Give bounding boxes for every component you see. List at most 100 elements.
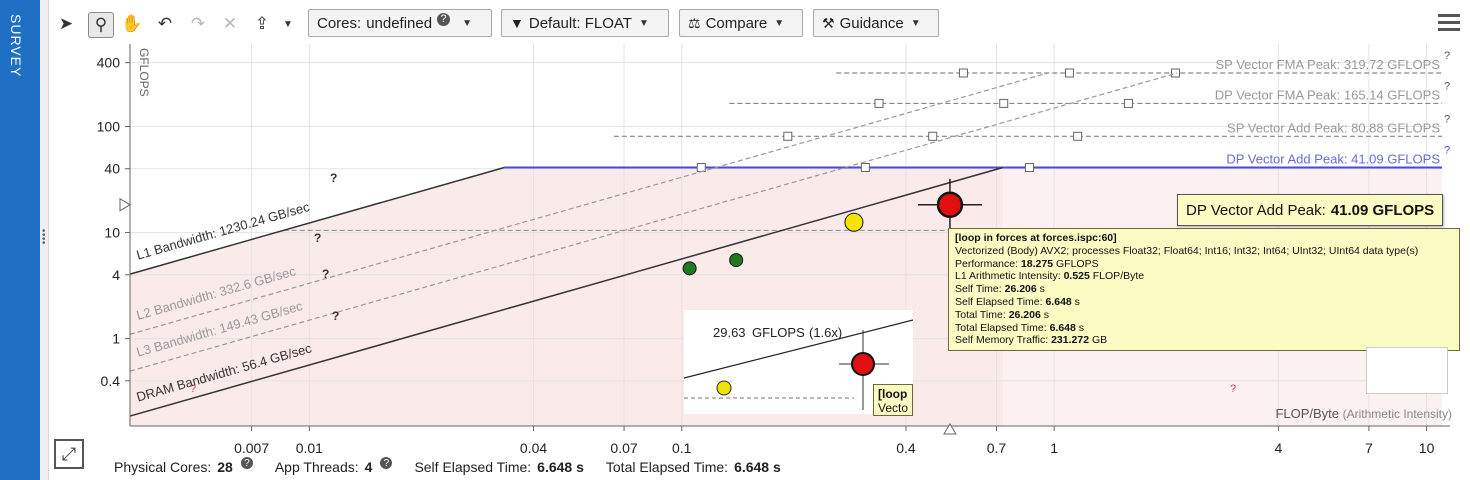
compare-dropdown[interactable]: ⚖ Compare ▼ <box>679 9 803 37</box>
peak-tooltip: DP Vector Add Peak: 41.09 GFLOPS <box>1177 194 1444 226</box>
app-threads-help-icon[interactable]: ? <box>380 457 393 469</box>
inset-yellow-point <box>716 380 732 396</box>
tooltip-self-time-unit: s <box>1039 283 1045 296</box>
tooltip-traffic-value: 231.272 <box>1051 334 1090 347</box>
tooltip-traffic: Self Memory Traffic: 231.272 GB <box>955 334 1453 347</box>
bandwidth-help-icon: ? <box>330 171 337 185</box>
roof-marker <box>1073 131 1083 141</box>
splitter-grip-icon: • • • • <box>42 226 46 249</box>
bandwidth-lines <box>129 72 1178 417</box>
tooltip-total-time-value: 26.206 <box>1008 308 1041 321</box>
pan-icon[interactable]: ✋ <box>121 14 143 33</box>
x-axis-label-suffix: (Arithmetic Intensity) <box>1343 407 1452 421</box>
y-axis-label: GFLOPS <box>137 48 151 97</box>
selected-loop-point <box>936 191 964 219</box>
inset-gflops-unit: GFLOPS <box>752 325 805 340</box>
loop-tooltip: [loop in forces at forces.ispc:60] Vecto… <box>948 228 1460 352</box>
tooltip-vectorization: Vectorized (Body) AVX2; processes Float3… <box>955 244 1419 257</box>
close-icon[interactable]: ✕ <box>222 14 238 33</box>
y-tick-label: 10 <box>104 225 120 241</box>
roof-marker <box>1024 162 1034 172</box>
loop-point <box>844 212 864 232</box>
tooltip-ai: L1 Arithmetic Intensity: 0.525 FLOP/Byte <box>955 270 1453 283</box>
guidance-icon: ⚒ <box>822 14 835 31</box>
bandwidth-line <box>129 72 1048 335</box>
tooltip-total-elapsed: Total Elapsed Time: 6.648 s <box>955 322 1453 335</box>
guidance-dropdown[interactable]: ⚒ Guidance ▼ <box>813 9 939 37</box>
menu-icon[interactable] <box>1438 14 1460 35</box>
roof-label: SP Vector Add Peak: 80.88 GFLOPS <box>1227 120 1440 135</box>
physical-cores-help-icon[interactable]: ? <box>240 457 253 469</box>
chevron-down-icon: ▼ <box>638 17 649 29</box>
data-type-label: Default: FLOAT <box>528 14 632 32</box>
loop-point <box>729 253 744 268</box>
export-icon[interactable]: ⇪ <box>254 14 270 33</box>
bandwidth-help-icon: ? <box>332 309 339 323</box>
tooltip-total-time: Total Time: 26.206 s <box>955 309 1453 322</box>
inset-tooltip-line2: Vecto <box>878 401 909 415</box>
x-tick-label: 0.1 <box>672 440 692 454</box>
total-elapsed-value: 6.648 s <box>734 459 781 475</box>
roof-marker <box>1064 68 1074 78</box>
tooltip-self-time-value: 26.206 <box>1004 283 1037 296</box>
y-tick-label: 4 <box>112 267 120 283</box>
tooltip-total-elapsed-label: Total Elapsed Time: <box>955 321 1047 334</box>
roof-label: SP Vector FMA Peak: 319.72 GFLOPS <box>1216 57 1441 72</box>
expand-icon[interactable]: ⤢ <box>54 439 84 469</box>
tooltip-total-time-unit: s <box>1043 308 1049 321</box>
data-points <box>682 178 982 276</box>
cores-dropdown[interactable]: Cores: undefined ? ▼ <box>308 9 492 37</box>
bandwidth-help-icon: ? <box>322 267 329 281</box>
undo-icon[interactable]: ↶ <box>157 14 173 33</box>
tooltip-self-time-label: Self Time: <box>955 283 1002 296</box>
inset-gflops-value: 29.63 <box>713 325 746 340</box>
y-tick-label: 1 <box>112 331 120 347</box>
roof-lines <box>283 68 1442 231</box>
zoom-inset-plot: 29.63 GFLOPS (1.6x) <box>684 319 913 410</box>
region-help-icon: ? <box>1230 383 1236 395</box>
redo-icon[interactable]: ↷ <box>190 14 206 33</box>
y-axis-marker <box>119 197 131 212</box>
overview-thumbnail[interactable] <box>1366 347 1448 394</box>
export-dropdown-chevron-icon[interactable]: ▼ <box>283 18 293 30</box>
roof-help-icon: ? <box>1444 144 1450 156</box>
tooltip-self-time: Self Time: 26.206 s <box>955 283 1453 296</box>
panel-splitter[interactable]: • • • • <box>40 0 49 480</box>
roof-help-icon: ? <box>1444 80 1450 92</box>
y-tick-label: 0.4 <box>101 373 121 389</box>
x-tick-label: 0.4 <box>896 440 916 454</box>
x-tick-label: 0.7 <box>987 440 1007 454</box>
roof-marker <box>696 162 706 172</box>
self-elapsed-value: 6.648 s <box>537 459 584 475</box>
tooltip-ai-value: 0.525 <box>1063 270 1090 283</box>
tooltip-ai-label: L1 Arithmetic Intensity: <box>955 270 1061 283</box>
tooltip-total-time-label: Total Time: <box>955 308 1006 321</box>
zoom-icon[interactable]: ⚲ <box>88 12 114 38</box>
roof-marker <box>1123 98 1133 108</box>
chevron-down-icon: ▼ <box>774 17 785 29</box>
roofline-toolbar: ➤ ⚲ ✋ ↶ ↷ ✕ ⇪ ▼ Cores: undefined ? ▼ ▼ D… <box>50 4 1470 44</box>
y-tick-label: 400 <box>97 55 121 71</box>
peak-tooltip-value: 41.09 GFLOPS <box>1330 201 1435 219</box>
bandwidth-line <box>129 166 1004 417</box>
x-tick-label: 0.01 <box>296 440 323 454</box>
tooltip-performance: Performance: 18.275 GFLOPS <box>955 258 1453 271</box>
x-tick-label: 10 <box>1419 440 1435 454</box>
x-axis-marker <box>943 423 957 435</box>
app-threads-label: App Threads: <box>274 459 359 475</box>
cores-label: Cores: <box>317 14 362 32</box>
compare-label: Compare <box>705 14 768 32</box>
tooltip-performance-unit: GFLOPS <box>1056 257 1099 270</box>
roof-label: DP Vector FMA Peak: 165.14 GFLOPS <box>1215 87 1441 102</box>
data-type-dropdown[interactable]: ▼ Default: FLOAT ▼ <box>501 9 669 37</box>
cores-help-icon[interactable]: ? <box>437 12 451 26</box>
status-bar: Physical Cores: 28 ? App Threads: 4 ? Se… <box>114 457 803 477</box>
x-tick-label: 0.07 <box>610 440 637 454</box>
cursor-icon[interactable]: ➤ <box>58 14 74 33</box>
roof-label: DP Vector Add Peak: 41.09 GFLOPS <box>1226 151 1440 166</box>
tooltip-traffic-unit: GB <box>1091 334 1108 347</box>
x-tick-label: 0.04 <box>520 440 547 454</box>
survey-tab[interactable]: SURVEY <box>0 0 40 480</box>
survey-tab-label: SURVEY <box>8 14 24 78</box>
self-elapsed-label: Self Elapsed Time: <box>414 459 532 475</box>
